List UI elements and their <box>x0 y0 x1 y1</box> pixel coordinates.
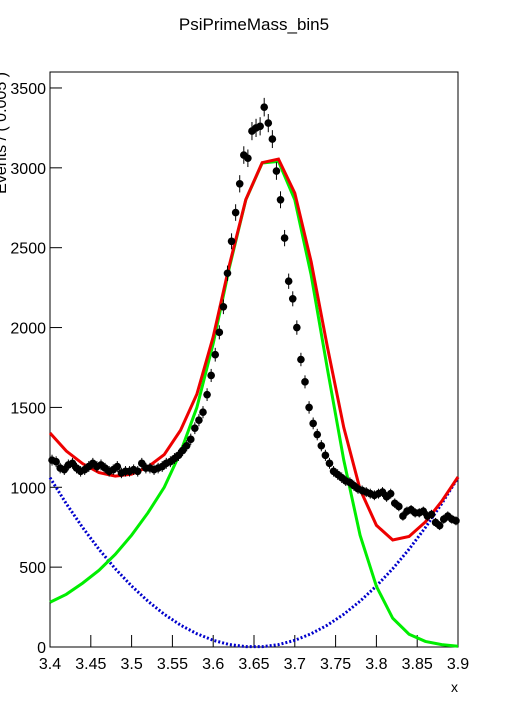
y-tick-label: 2500 <box>10 241 46 258</box>
x-tick-label: 3.8 <box>365 656 387 673</box>
y-tick-label: 3000 <box>10 161 46 178</box>
x-tick-label: 3.75 <box>320 656 351 673</box>
data-point <box>182 441 191 450</box>
y-tick-label: 0 <box>37 640 46 657</box>
x-tick-label: 3.7 <box>284 656 306 673</box>
data-point <box>395 502 403 511</box>
x-tick-label: 3.5 <box>120 656 142 673</box>
data-point <box>268 135 277 143</box>
curve <box>48 476 460 649</box>
data-point <box>452 517 460 525</box>
y-tick-label: 1000 <box>10 480 46 497</box>
data-point <box>288 295 297 303</box>
data-point <box>435 521 444 530</box>
data-point <box>211 350 220 359</box>
data-point <box>235 180 244 188</box>
data-point <box>284 277 293 286</box>
data-point <box>272 167 281 175</box>
data-point <box>244 154 252 163</box>
data-point <box>305 403 313 412</box>
data-point <box>293 323 301 332</box>
data-point <box>203 390 211 399</box>
data-point <box>321 451 330 460</box>
x-tick-label: 3.55 <box>157 656 188 673</box>
y-tick-label: 3500 <box>10 81 46 98</box>
x-tick-label: 3.6 <box>202 656 224 673</box>
data-point <box>325 459 334 468</box>
data-point <box>191 424 199 432</box>
x-tick-label: 3.4 <box>39 656 61 673</box>
data-point <box>215 328 224 337</box>
data-point <box>52 457 60 466</box>
x-tick-label: 3.65 <box>238 656 269 673</box>
data-point <box>309 419 317 428</box>
y-axis-label: Events / ( 0.005 ) <box>0 72 10 194</box>
data-point <box>219 302 228 311</box>
data-point <box>301 378 309 386</box>
x-tick-label: 3.85 <box>402 656 433 673</box>
chart-title: PsiPrimeMass_bin5 <box>179 15 329 34</box>
data-point <box>260 103 269 111</box>
data-point <box>133 467 142 476</box>
data-point <box>297 355 305 364</box>
x-tick-label: 3.45 <box>75 656 106 673</box>
data-point <box>223 269 232 278</box>
y-tick-label: 500 <box>19 560 46 577</box>
data-point <box>256 122 264 131</box>
data-point <box>207 371 215 380</box>
x-axis-label: x <box>451 679 458 695</box>
data-point <box>313 430 322 439</box>
y-tick-label: 2000 <box>10 321 46 338</box>
data-point <box>186 435 195 444</box>
data-point <box>199 408 207 417</box>
data-point <box>317 441 326 450</box>
x-tick-label: 3.9 <box>447 656 469 673</box>
y-tick-label: 1500 <box>10 400 46 417</box>
curve <box>48 157 460 542</box>
data-point <box>280 234 289 242</box>
data-point <box>113 462 122 471</box>
data-point <box>264 119 273 127</box>
data-point <box>227 237 236 246</box>
data-point <box>427 510 436 519</box>
data-point <box>195 416 203 424</box>
data-point <box>231 208 240 217</box>
data-point <box>276 195 285 204</box>
data-point <box>386 489 395 498</box>
